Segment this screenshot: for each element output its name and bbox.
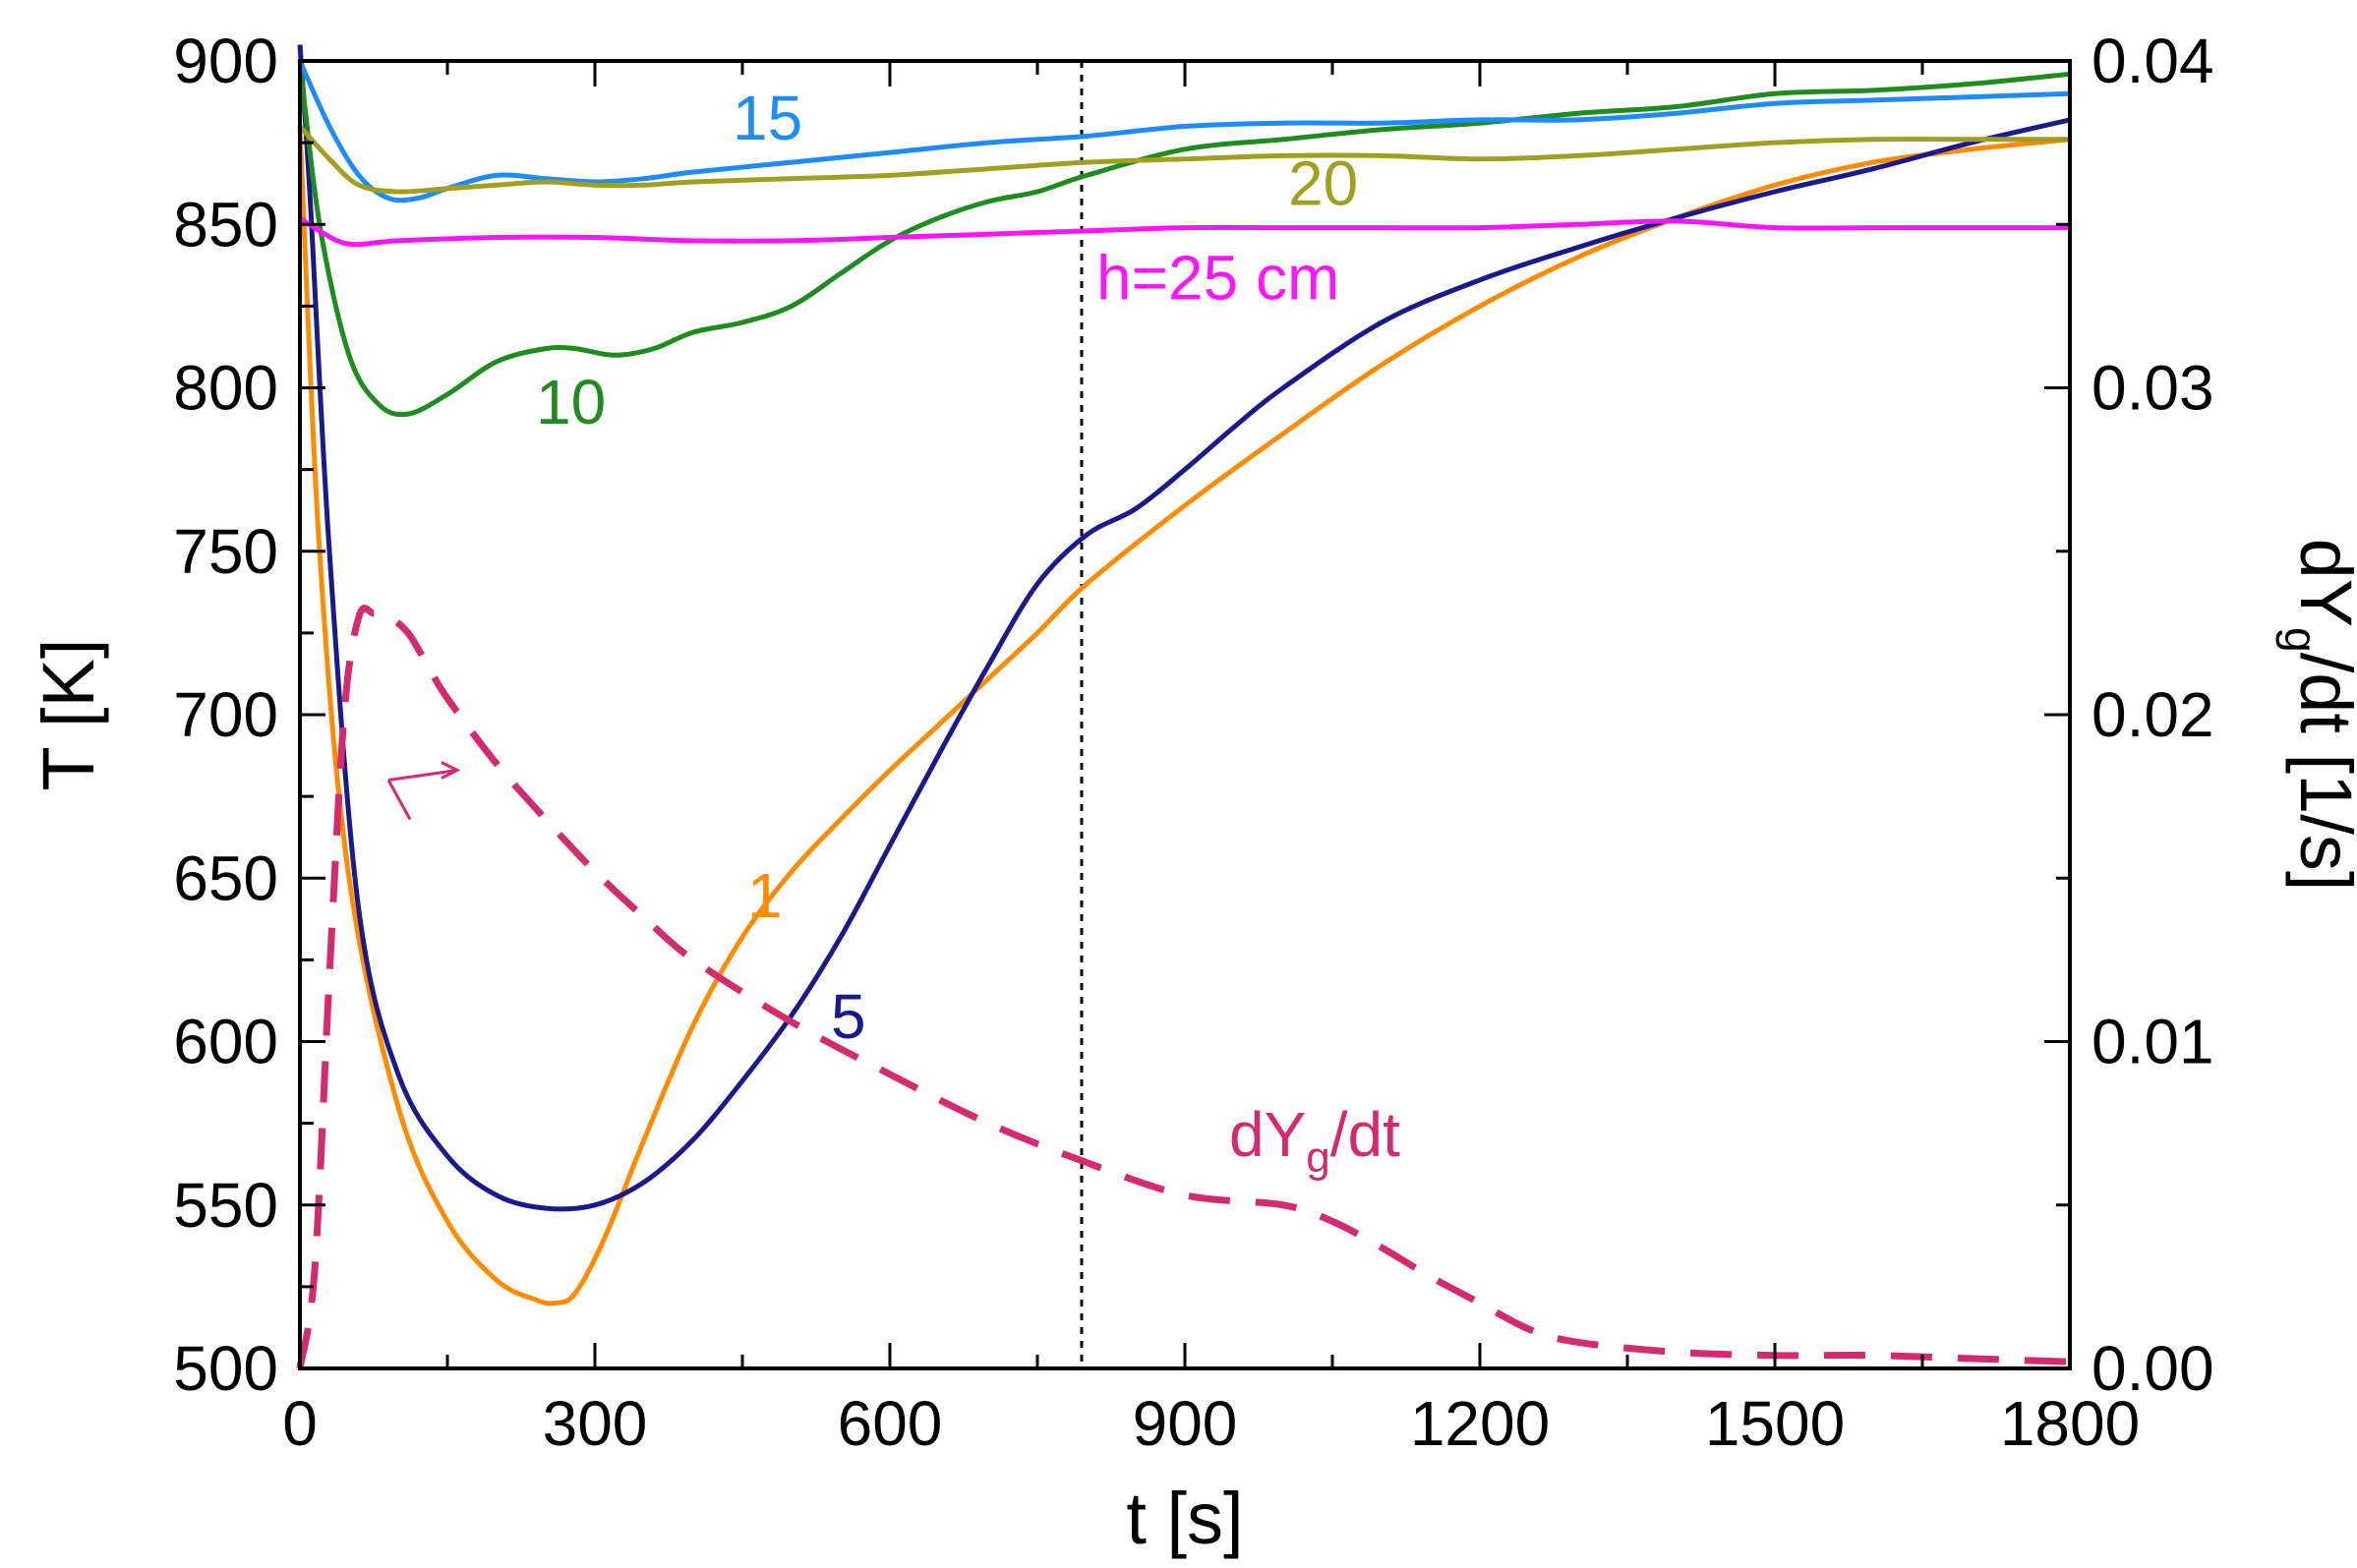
x-tick-label: 0: [282, 1388, 318, 1459]
series-label-h20: 20: [1288, 147, 1358, 218]
y-axis-title-right-sub: g: [2275, 627, 2327, 653]
y-tick-label-left: 700: [173, 679, 278, 750]
rate-label: dYg/dt: [1229, 1099, 1400, 1182]
rate-label-main: dY: [1229, 1099, 1306, 1170]
x-tick-label: 300: [543, 1388, 648, 1459]
series-line-h5: [297, 44, 2071, 1212]
y-tick-label-left: 850: [173, 189, 278, 260]
series-line-rate: [296, 605, 2071, 1369]
y-tick-label-right: 0.04: [2092, 26, 2214, 96]
y-tick-label-left: 800: [173, 353, 278, 424]
series-line-h15: [297, 59, 2071, 203]
y-tick-label-left: 550: [173, 1170, 278, 1241]
axis-arrow-head: [441, 761, 461, 780]
x-tick-label: 1200: [1410, 1388, 1550, 1459]
x-tick-label: 900: [1133, 1388, 1238, 1459]
series-label-h25: h=25 cm: [1096, 243, 1339, 314]
y-axis-title-right-tail: /dt [1/s]: [2285, 653, 2357, 892]
y-tick-label-left: 900: [173, 26, 278, 96]
series-label-h15: 15: [733, 83, 802, 153]
y-axis-title-right-main: dY: [2285, 539, 2357, 628]
axis-arrow-tail: [386, 779, 412, 821]
x-tick-label: 1500: [1705, 1388, 1845, 1459]
y-tick-label-right: 0.01: [2092, 1007, 2214, 1077]
series-line-h10: [297, 60, 2071, 418]
rate-label-sub: g: [1306, 1133, 1329, 1182]
series-label-h10: 10: [536, 367, 606, 437]
series-line-h25: [298, 215, 2070, 248]
x-tick-label: 600: [838, 1388, 943, 1459]
series-line-h1: [297, 126, 2071, 1307]
y-tick-label-right: 0.02: [2092, 679, 2214, 750]
series-label-h1: 1: [747, 860, 783, 931]
y-tick-label-left: 650: [173, 842, 278, 913]
y-tick-label-left: 600: [173, 1007, 278, 1077]
axis-arrow-shaft: [387, 769, 458, 782]
rate-label-tail: /dt: [1330, 1099, 1400, 1170]
x-axis-title: t [s]: [1126, 1478, 1243, 1559]
y-tick-label-right: 0.00: [2092, 1333, 2214, 1404]
y-axis-title-right: dYg/dt [1/s]: [2275, 539, 2357, 892]
chart-labels: 0 300 600 900 1200 1500 1800500550600650700750…: [173, 26, 2213, 1459]
x-tick-label: 1800: [2000, 1388, 2140, 1459]
series-label-h5: 5: [831, 981, 866, 1052]
y-tick-label-left: 750: [173, 516, 278, 587]
series-line-h20: [298, 124, 2070, 195]
y-tick-label-right: 0.03: [2092, 353, 2214, 424]
plot-frame: [298, 59, 2072, 1370]
y-axis-title-left: T [K]: [28, 639, 109, 791]
chart-marks: [296, 44, 2071, 1369]
y-tick-label-left: 500: [173, 1333, 278, 1404]
